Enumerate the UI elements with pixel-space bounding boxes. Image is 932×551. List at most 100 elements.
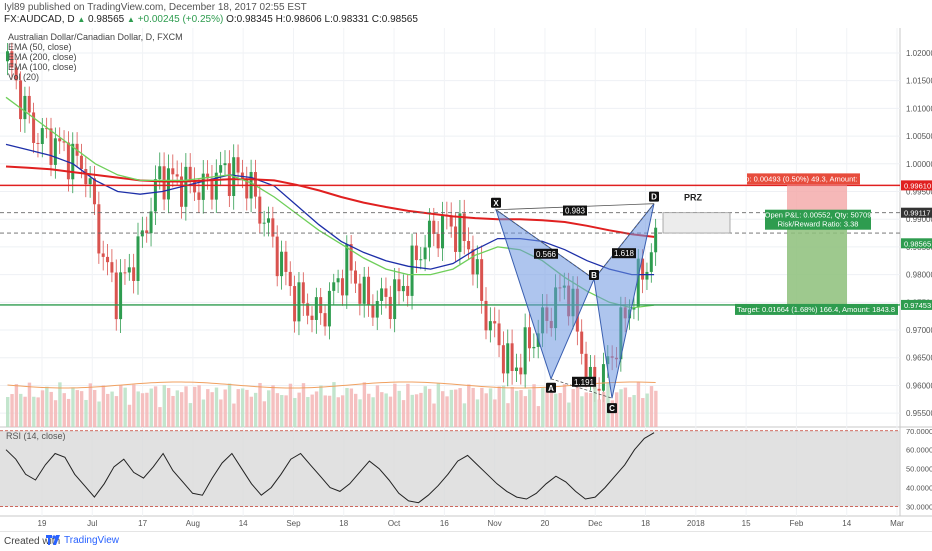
volume-bar: [201, 399, 206, 427]
volume-bar: [314, 391, 319, 427]
legend-title[interactable]: Australian Dollar/Canadian Dollar, D, FX…: [8, 32, 183, 42]
volume-bar: [253, 392, 258, 427]
candle-body: [271, 218, 275, 237]
volume-bar: [597, 399, 601, 427]
volume-bar: [423, 386, 427, 427]
candle-body: [36, 142, 40, 144]
candle-body: [484, 300, 488, 331]
candle-body: [127, 267, 131, 273]
legend-volume[interactable]: Vol (20): [8, 72, 40, 82]
candle-body: [406, 285, 410, 296]
candle-body: [523, 327, 527, 375]
volume-bar: [506, 403, 510, 427]
candle-body: [236, 157, 240, 173]
stop-zone: [787, 185, 847, 213]
time-tick-label: Jul: [87, 519, 97, 528]
volume-bar: [475, 399, 480, 427]
price-axis-tag: [901, 207, 932, 218]
time-tick-label: 2018: [687, 519, 705, 528]
time-tick-label: 17: [138, 519, 147, 528]
pattern-point-label: D: [651, 193, 657, 202]
price-tick-label: 1.01500: [906, 77, 932, 86]
candle-body: [66, 142, 70, 180]
ema-line: [5, 165, 655, 238]
candle-body: [93, 178, 96, 205]
tradingview-brand[interactable]: TradingView: [64, 535, 120, 546]
legend-ema50[interactable]: EMA (50, close): [8, 42, 72, 52]
volume-bar: [562, 384, 567, 427]
candle-body: [193, 181, 197, 193]
candle-body: [441, 214, 444, 249]
legend-ema100[interactable]: EMA (100, close): [8, 62, 77, 72]
volume-bar: [75, 390, 79, 427]
volume-bar: [441, 391, 445, 427]
candle-body: [584, 353, 588, 377]
candle-body: [641, 258, 645, 280]
volume-bar: [210, 392, 214, 427]
time-tick-label: 20: [540, 519, 549, 528]
volume-bar: [197, 385, 201, 427]
volume-bar: [636, 382, 641, 427]
open-pl-box: [765, 209, 871, 230]
candle-body: [401, 285, 405, 292]
candle-body: [358, 283, 362, 304]
volume-bar: [119, 385, 123, 427]
volume-bar: [206, 389, 210, 427]
volume-bar: [362, 382, 367, 427]
volume-bar: [319, 385, 323, 427]
candle-body: [262, 222, 266, 224]
volume-bar: [371, 397, 375, 427]
volume-bar: [641, 398, 645, 427]
rsi-legend[interactable]: RSI (14, close): [6, 431, 66, 441]
prz-box: [662, 212, 731, 234]
volume-bar: [554, 393, 558, 427]
candle-body: [180, 176, 183, 207]
time-tick-label: 16: [440, 519, 449, 528]
candle-body: [62, 141, 66, 143]
price-axis-tag: [901, 238, 932, 249]
volume-bar: [27, 382, 32, 427]
time-tick-label: 14: [239, 519, 248, 528]
candle-body: [458, 213, 462, 252]
volume-bar: [101, 385, 106, 427]
candle-body: [206, 173, 210, 179]
volume-bar: [419, 392, 423, 427]
candle-body: [367, 276, 371, 305]
price-axis-tag-label: 0.99117: [904, 209, 931, 218]
last-price: 0.98565: [88, 14, 125, 25]
indicator-legend: Australian Dollar/Canadian Dollar, D, FX…: [8, 32, 183, 82]
candle-body: [197, 192, 201, 200]
volume-bar: [188, 403, 193, 427]
candle-body: [32, 112, 36, 143]
volume-bar: [510, 387, 514, 427]
volume-bar: [401, 400, 406, 427]
volume-bar: [414, 394, 419, 427]
time-tick-label: 18: [641, 519, 650, 528]
volume-bar: [580, 396, 584, 427]
up-arrow-icon: ▲: [126, 15, 135, 24]
candle-body: [467, 241, 471, 250]
volume-bar: [145, 392, 149, 427]
rsi-band: [0, 430, 900, 507]
prz-label: PRZ: [684, 192, 703, 202]
volume-bar: [536, 406, 541, 427]
candle-body: [293, 286, 297, 322]
candle-body: [84, 169, 88, 185]
legend-ema200[interactable]: EMA (200, close): [8, 52, 77, 62]
volume-bar: [180, 392, 184, 427]
pattern-point-badge: [607, 403, 617, 414]
volume-bar: [280, 395, 284, 427]
tradingview-logo-icon: [46, 535, 60, 545]
volume-bar: [432, 403, 436, 427]
candle-body: [532, 346, 536, 349]
volume-bar: [223, 389, 227, 427]
volume-bars: [6, 382, 658, 427]
rsi-tick-label: 60.0000: [906, 446, 932, 455]
candle-body: [53, 138, 57, 165]
volume-bar: [523, 396, 528, 427]
volume-bar: [14, 384, 19, 427]
candle-body: [488, 321, 492, 331]
